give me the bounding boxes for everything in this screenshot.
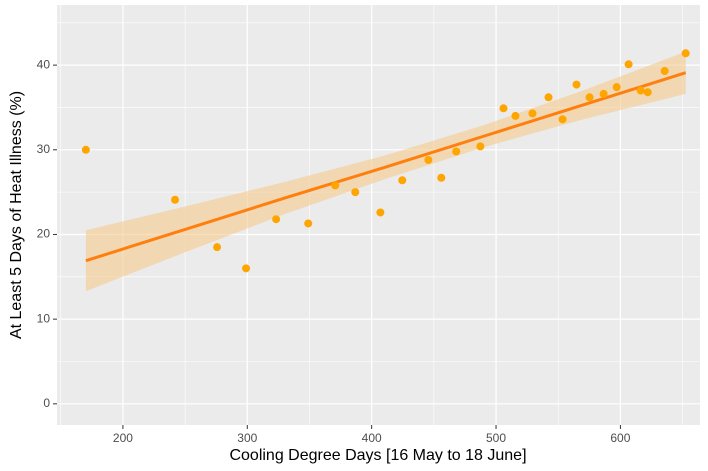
point — [636, 86, 645, 95]
x-axis-title: Cooling Degree Days [16 May to 18 June] — [229, 447, 526, 464]
point — [476, 142, 485, 151]
fit-line — [85, 71, 687, 263]
point — [424, 155, 433, 164]
x-tick-label: 600 — [610, 431, 630, 445]
y-tick-label: 20 — [37, 227, 51, 241]
point — [681, 49, 690, 58]
point — [272, 215, 281, 224]
point — [572, 80, 581, 89]
point — [171, 195, 180, 204]
point — [544, 93, 553, 102]
point — [511, 111, 520, 120]
y-tick-label: 10 — [37, 311, 51, 325]
point — [599, 89, 608, 98]
y-tick-label: 30 — [37, 142, 51, 156]
x-tick-label: 500 — [486, 431, 506, 445]
point — [624, 60, 633, 69]
point — [81, 145, 90, 154]
point — [585, 93, 594, 102]
y-tick-label: 40 — [37, 57, 51, 71]
y-axis-title: At Least 5 Days of Heat Illness (%) — [8, 91, 25, 339]
point — [376, 208, 385, 217]
point — [558, 115, 567, 124]
point — [452, 147, 461, 156]
marks — [81, 49, 690, 292]
point — [213, 243, 222, 252]
point — [242, 264, 251, 273]
point — [660, 67, 669, 76]
x-tick-label: 200 — [113, 431, 133, 445]
point — [398, 176, 407, 185]
point — [437, 173, 446, 182]
point — [643, 88, 652, 97]
x-tick-label: 300 — [237, 431, 257, 445]
point — [351, 188, 360, 197]
y-tick-label: 0 — [43, 396, 50, 410]
point — [528, 109, 537, 118]
point — [612, 83, 621, 92]
point — [304, 219, 313, 228]
grid — [57, 5, 700, 425]
x-tick-label: 400 — [362, 431, 382, 445]
point — [499, 104, 508, 113]
point — [331, 181, 340, 190]
